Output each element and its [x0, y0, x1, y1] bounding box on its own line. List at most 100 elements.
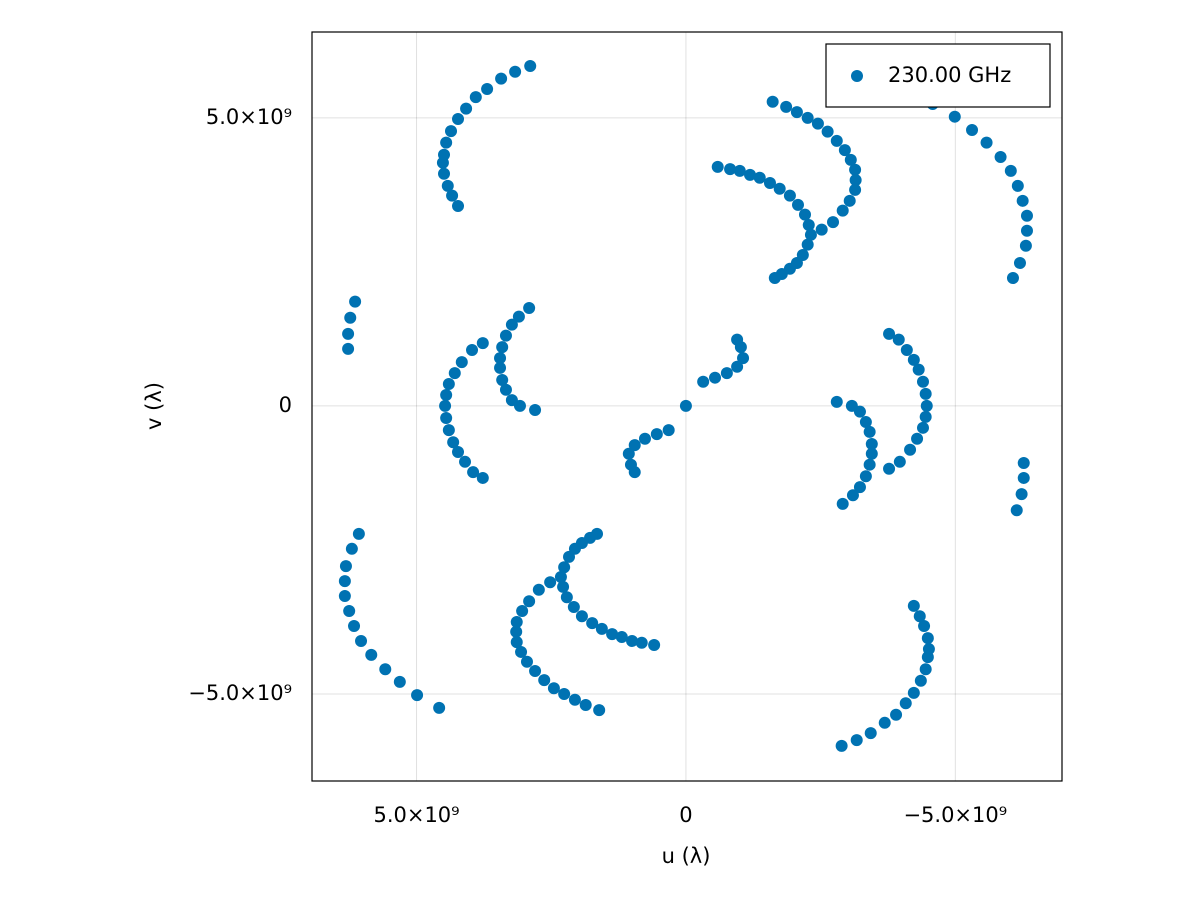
point	[499, 329, 512, 342]
point	[496, 341, 509, 354]
point	[679, 399, 692, 412]
point	[445, 125, 458, 138]
point	[591, 527, 604, 540]
point	[821, 125, 834, 138]
point	[460, 102, 473, 115]
point	[538, 674, 551, 687]
point	[883, 462, 896, 475]
point	[509, 65, 522, 78]
point	[892, 333, 905, 346]
point	[338, 575, 351, 588]
marks	[338, 59, 1033, 752]
point	[532, 583, 545, 596]
point	[1004, 164, 1017, 177]
legend-marker	[851, 70, 863, 82]
point	[440, 388, 453, 401]
point	[439, 399, 452, 412]
point	[859, 470, 872, 483]
point	[865, 437, 878, 450]
point	[510, 636, 523, 649]
point	[844, 153, 857, 166]
point	[815, 223, 828, 236]
point	[1016, 194, 1029, 207]
point	[452, 446, 465, 459]
point	[948, 110, 961, 123]
point	[467, 466, 480, 479]
point	[447, 436, 460, 449]
point	[440, 136, 453, 149]
point	[544, 576, 557, 589]
point	[907, 599, 920, 612]
point	[763, 176, 776, 189]
y-tick-label: 5.0×10⁹	[206, 105, 292, 129]
point	[494, 361, 507, 374]
point	[442, 424, 455, 437]
point	[343, 605, 356, 618]
point	[904, 443, 917, 456]
point	[893, 455, 906, 468]
point	[379, 663, 392, 676]
point	[811, 117, 824, 130]
x-tick-label: 0	[679, 803, 692, 827]
x-axis-label: u (λ)	[662, 844, 711, 868]
point	[342, 327, 355, 340]
point	[557, 580, 570, 593]
point	[849, 174, 862, 187]
point	[804, 228, 817, 241]
point	[520, 655, 533, 668]
point	[452, 199, 465, 212]
legend: 230.00 GHz	[825, 43, 1051, 108]
point	[348, 620, 361, 633]
point	[850, 734, 863, 747]
point	[846, 489, 859, 502]
point	[615, 630, 628, 643]
point	[900, 344, 913, 357]
point	[524, 59, 537, 72]
point	[768, 272, 781, 285]
point	[830, 134, 843, 147]
point	[558, 561, 571, 574]
point	[980, 136, 993, 149]
y-tick-label: −5.0×10⁹	[188, 681, 292, 705]
point	[836, 497, 849, 510]
point	[1006, 272, 1019, 285]
point	[907, 353, 920, 366]
point	[849, 163, 862, 176]
point	[1020, 209, 1033, 222]
point	[863, 425, 876, 438]
point	[496, 373, 509, 386]
point	[593, 704, 606, 717]
point	[495, 72, 508, 85]
y-tick-label: 0	[279, 393, 292, 417]
point	[918, 620, 931, 633]
point	[966, 123, 979, 136]
point	[523, 595, 536, 608]
point	[393, 675, 406, 688]
point	[568, 693, 581, 706]
point	[827, 216, 840, 229]
y-axis-label: v (λ)	[142, 382, 166, 430]
point	[920, 399, 933, 412]
point	[1019, 239, 1032, 252]
point	[459, 455, 472, 468]
x-tick-label: 5.0×10⁹	[373, 803, 459, 827]
point	[344, 311, 357, 324]
point	[737, 352, 750, 365]
point	[411, 689, 424, 702]
plot-frame	[311, 31, 1063, 782]
point	[853, 481, 866, 494]
point	[883, 327, 896, 340]
point	[859, 416, 872, 429]
point	[911, 432, 924, 445]
point	[586, 617, 599, 630]
point	[448, 367, 461, 380]
point	[579, 698, 592, 711]
point	[481, 83, 494, 96]
point	[801, 238, 814, 251]
point	[843, 194, 856, 207]
point	[529, 403, 542, 416]
point	[921, 632, 934, 645]
